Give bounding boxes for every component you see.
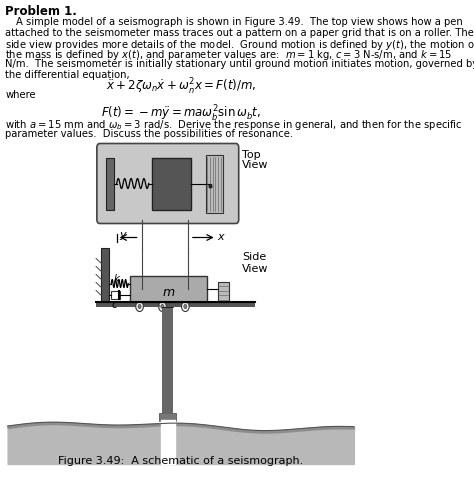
Text: $c$: $c$ <box>111 301 119 310</box>
Text: $m$: $m$ <box>162 286 175 299</box>
Text: A simple model of a seismograph is shown in Figure 3.49.  The top view shows how: A simple model of a seismograph is shown… <box>16 17 463 27</box>
Text: Problem 1.: Problem 1. <box>5 5 77 18</box>
Bar <box>101 248 109 302</box>
Circle shape <box>138 305 141 309</box>
Text: where: where <box>5 90 36 101</box>
Text: the differential equation,: the differential equation, <box>5 69 130 79</box>
Bar <box>163 307 173 413</box>
Bar <box>159 413 176 421</box>
Bar <box>218 282 229 302</box>
Text: View: View <box>242 263 268 273</box>
Text: View: View <box>242 161 268 171</box>
Text: side view provides more details of the model.  Ground motion is defined by $y(t): side view provides more details of the m… <box>5 38 474 52</box>
Text: parameter values.  Discuss the possibilities of resonance.: parameter values. Discuss the possibilit… <box>5 129 293 139</box>
Text: $x$: $x$ <box>218 233 226 243</box>
Bar <box>110 291 120 299</box>
Text: the mass is defined by $x(t)$, and parameter values are:  $m = 1$ kg, $c = 3$ N-: the mass is defined by $x(t)$, and param… <box>5 49 453 62</box>
Text: Figure 3.49:  A schematic of a seismograph.: Figure 3.49: A schematic of a seismograp… <box>58 456 303 466</box>
Bar <box>206 154 223 212</box>
Text: attached to the seismometer mass traces out a pattern on a paper grid that is on: attached to the seismometer mass traces … <box>5 27 474 38</box>
Text: with $a = 15$ mm and $\omega_b = 3$ rad/s.  Derive the response in general, and : with $a = 15$ mm and $\omega_b = 3$ rad/… <box>5 119 463 132</box>
Circle shape <box>182 302 189 311</box>
Bar <box>106 158 114 209</box>
Circle shape <box>184 305 187 309</box>
FancyBboxPatch shape <box>97 143 239 224</box>
Bar <box>96 302 255 307</box>
Circle shape <box>161 305 164 309</box>
Text: $\ddot{x} + 2\zeta\omega_n\dot{x} + \omega_n^2 x = F(t)/m,$: $\ddot{x} + 2\zeta\omega_n\dot{x} + \ome… <box>106 76 256 97</box>
Circle shape <box>136 302 144 311</box>
Text: $k$: $k$ <box>113 272 121 285</box>
Text: Side: Side <box>242 252 266 262</box>
Bar <box>152 158 191 209</box>
Text: N/m.  The seismometer is initially stationary until ground motion initiates moti: N/m. The seismometer is initially statio… <box>5 59 474 69</box>
Bar <box>130 275 207 302</box>
Text: $y$: $y$ <box>119 230 128 242</box>
Text: $F(t) = -m\ddot{y} = ma\omega_b^2 \sin \omega_b t,$: $F(t) = -m\ddot{y} = ma\omega_b^2 \sin \… <box>100 104 261 124</box>
Text: Top: Top <box>242 149 260 160</box>
Circle shape <box>159 302 166 311</box>
